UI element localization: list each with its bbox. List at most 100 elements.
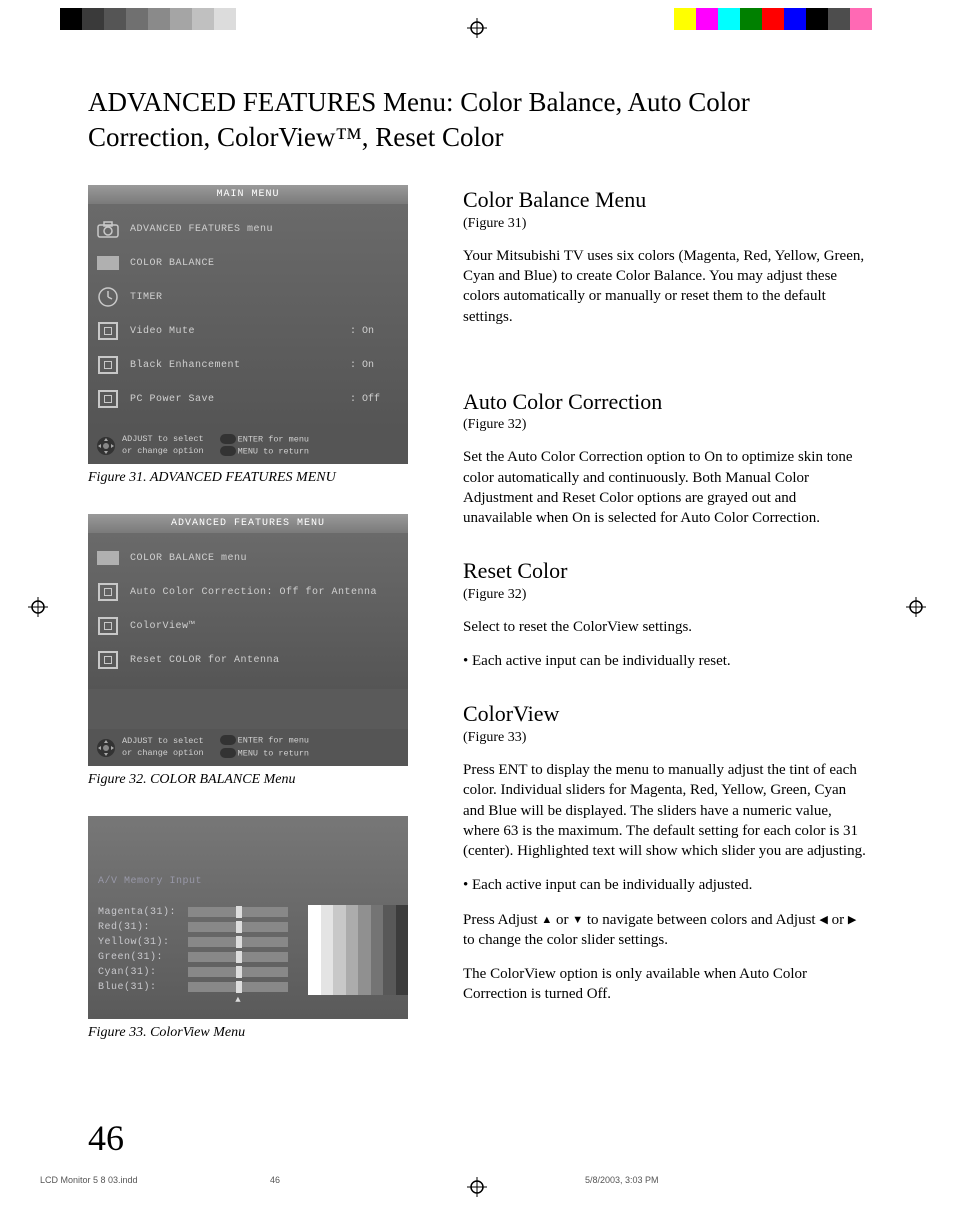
dpad-icon xyxy=(96,436,116,456)
list-item: Each active input can be individually ad… xyxy=(463,875,868,895)
registration-mark-bottom xyxy=(467,1177,487,1197)
menu-label: Auto Color Correction: Off for Antenna xyxy=(130,587,400,598)
menu-label: Black Enhancement xyxy=(130,360,350,371)
menu-row[interactable]: COLOR BALANCE menu xyxy=(92,541,404,575)
slider-label: Red(31): xyxy=(98,922,188,933)
menu-label: ColorView™ xyxy=(130,621,400,632)
up-triangle-icon: ▲ xyxy=(541,913,552,928)
body-text: The ColorView option is only available w… xyxy=(463,964,868,1005)
figure-caption: Figure 32. COLOR BALANCE Menu xyxy=(88,772,423,788)
menu-label: COLOR BALANCE xyxy=(130,258,400,269)
slider-thumb[interactable] xyxy=(236,906,242,918)
slider-label: Yellow(31): xyxy=(98,937,188,948)
menu-label: PC Power Save xyxy=(130,394,350,405)
menu-row[interactable]: COLOR BALANCE xyxy=(92,246,404,280)
registration-mark-left xyxy=(28,597,48,617)
menu-button-icon xyxy=(220,446,236,456)
figure-reference: (Figure 32) xyxy=(463,416,868,435)
section-heading: Auto Color Correction xyxy=(463,387,868,417)
body-text: Your Mitsubishi TV uses six colors (Mage… xyxy=(463,246,868,327)
box-icon xyxy=(96,320,120,342)
menu-value: : On xyxy=(350,326,400,337)
footer-filename: LCD Monitor 5 8 03.indd xyxy=(40,1175,138,1185)
osd-title: ADVANCED FEATURES MENU xyxy=(88,514,408,533)
menu-row[interactable]: Black Enhancement: On xyxy=(92,348,404,382)
menu-value: : On xyxy=(350,360,400,371)
slider-thumb[interactable] xyxy=(236,981,242,993)
camera-icon xyxy=(96,218,120,240)
slider-track[interactable] xyxy=(188,967,288,977)
body-text: Set the Auto Color Correction option to … xyxy=(463,447,868,528)
dpad-icon xyxy=(96,738,116,758)
osd-footer: ADJUST to selector change option ENTER f… xyxy=(88,729,408,765)
figure-reference: (Figure 32) xyxy=(463,586,868,605)
footer-timestamp: 5/8/2003, 3:03 PM xyxy=(585,1175,659,1185)
slider-thumb[interactable] xyxy=(236,936,242,948)
section-heading: ColorView xyxy=(463,699,868,729)
slider-label: Magenta(31): xyxy=(98,907,188,918)
body-text: Select to reset the ColorView settings. xyxy=(463,617,868,637)
figure-reference: (Figure 31) xyxy=(463,215,868,234)
menu-row[interactable]: ColorView™ xyxy=(92,609,404,643)
colorbar-left xyxy=(60,8,258,30)
registration-mark-right xyxy=(906,597,926,617)
colorview-header: A/V Memory Input xyxy=(98,876,398,887)
colorview-panel: A/V Memory Input Magenta(31): Red(31): Yel… xyxy=(88,816,408,1019)
box-icon xyxy=(96,581,120,603)
slider-track[interactable] xyxy=(188,982,288,992)
section-heading: Color Balance Menu xyxy=(463,185,868,215)
osd-main-menu: MAIN MENU ADVANCED FEATURES menu COLOR BA… xyxy=(88,185,408,464)
page-title: ADVANCED FEATURES Menu: Color Balance, A… xyxy=(88,85,868,155)
slider-track[interactable] xyxy=(188,922,288,932)
box-icon xyxy=(96,354,120,376)
right-triangle-icon: ▶ xyxy=(848,913,856,928)
rect-icon xyxy=(96,547,120,569)
slider-label: Cyan(31): xyxy=(98,967,188,978)
slider-label: Green(31): xyxy=(98,952,188,963)
slider-thumb[interactable] xyxy=(236,966,242,978)
menu-row[interactable]: ADVANCED FEATURES menu xyxy=(92,212,404,246)
slider-track[interactable] xyxy=(188,952,288,962)
colorbar-right xyxy=(674,8,894,30)
body-text: Press Adjust ▲ or ▼ to navigate between … xyxy=(463,910,868,951)
left-triangle-icon: ◀ xyxy=(819,913,827,928)
figure-caption: Figure 31. ADVANCED FEATURES MENU xyxy=(88,470,423,486)
clock-icon xyxy=(96,286,120,308)
section-heading: Reset Color xyxy=(463,556,868,586)
menu-row[interactable]: PC Power Save: Off xyxy=(92,382,404,416)
box-icon xyxy=(96,649,120,671)
menu-label: TIMER xyxy=(130,292,400,303)
box-icon xyxy=(96,615,120,637)
osd-title: MAIN MENU xyxy=(88,185,408,204)
list-item: Each active input can be individually re… xyxy=(463,651,868,671)
menu-label: Reset COLOR for Antenna xyxy=(130,655,400,666)
page-number: 46 xyxy=(88,1117,124,1159)
menu-label: Video Mute xyxy=(130,326,350,337)
menu-label: ADVANCED FEATURES menu xyxy=(130,224,400,235)
slider-marker: ▲ xyxy=(188,995,288,1005)
down-triangle-icon: ▼ xyxy=(572,913,583,928)
body-text: Press ENT to display the menu to manuall… xyxy=(463,760,868,861)
menu-row[interactable]: Auto Color Correction: Off for Antenna xyxy=(92,575,404,609)
slider-thumb[interactable] xyxy=(236,921,242,933)
menu-label: COLOR BALANCE menu xyxy=(130,553,400,564)
slider-label: Blue(31): xyxy=(98,982,188,993)
menu-row[interactable]: TIMER xyxy=(92,280,404,314)
slider-track[interactable] xyxy=(188,907,288,917)
rect-icon xyxy=(96,252,120,274)
grayscale-gradient xyxy=(308,905,408,995)
menu-value: : Off xyxy=(350,394,400,405)
slider-thumb[interactable] xyxy=(236,951,242,963)
menu-row[interactable]: Video Mute: On xyxy=(92,314,404,348)
box-icon xyxy=(96,388,120,410)
figure-caption: Figure 33. ColorView Menu xyxy=(88,1025,423,1041)
osd-footer: ADJUST to selector change option ENTER f… xyxy=(88,428,408,464)
menu-row[interactable]: Reset COLOR for Antenna xyxy=(92,643,404,677)
enter-button-icon xyxy=(220,434,236,444)
menu-button-icon xyxy=(220,748,236,758)
registration-mark-top xyxy=(467,18,487,38)
slider-track[interactable] xyxy=(188,937,288,947)
footer-page: 46 xyxy=(270,1175,280,1185)
figure-reference: (Figure 33) xyxy=(463,729,868,748)
enter-button-icon xyxy=(220,735,236,745)
